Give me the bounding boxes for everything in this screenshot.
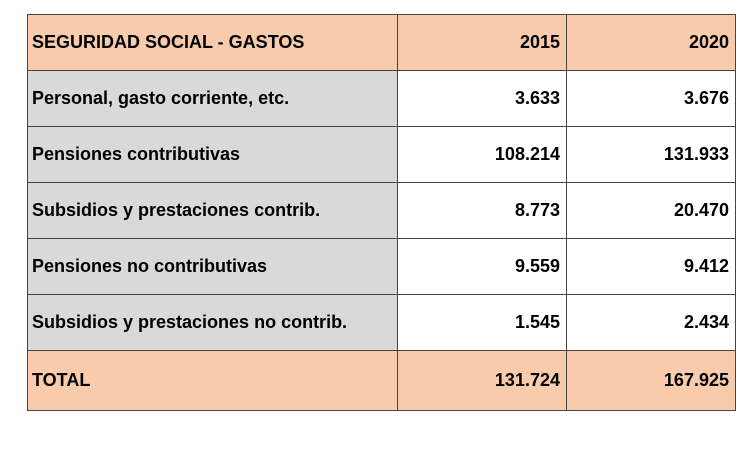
- row-label: SEGURIDAD SOCIAL - GASTOS: [27, 14, 398, 71]
- table-body: SEGURIDAD SOCIAL - GASTOS 2015 2020 Persona…: [27, 14, 736, 411]
- cell-value: 2015: [397, 14, 567, 71]
- body-row: Subsidios y prestaciones no contrib. 1.54…: [27, 294, 736, 351]
- cell-value: 2020: [566, 14, 736, 71]
- row-label: Personal, gasto corriente, etc.: [27, 70, 398, 127]
- cell-value: 9.412: [566, 238, 736, 295]
- cell-value: 20.470: [566, 182, 736, 239]
- cell-value: 131.724: [397, 350, 567, 411]
- row-label: Subsidios y prestaciones contrib.: [27, 182, 398, 239]
- body-row: Subsidios y prestaciones contrib. 8.773 20…: [27, 182, 736, 239]
- body-row: Pensiones no contributivas 9.559 9.412: [27, 238, 736, 295]
- body-row: Personal, gasto corriente, etc. 3.633 3.67…: [27, 70, 736, 127]
- body-row: Pensiones contributivas 108.214 131.933: [27, 126, 736, 183]
- row-label: Pensiones no contributivas: [27, 238, 398, 295]
- cell-value: 8.773: [397, 182, 567, 239]
- expense-table: SEGURIDAD SOCIAL - GASTOS 2015 2020 Persona…: [27, 14, 736, 411]
- row-label: Pensiones contributivas: [27, 126, 398, 183]
- cell-value: 3.676: [566, 70, 736, 127]
- cell-value: 108.214: [397, 126, 567, 183]
- cell-value: 131.933: [566, 126, 736, 183]
- row-label: Subsidios y prestaciones no contrib.: [27, 294, 398, 351]
- head-row: SEGURIDAD SOCIAL - GASTOS 2015 2020: [27, 14, 736, 71]
- cell-value: 2.434: [566, 294, 736, 351]
- cell-value: 3.633: [397, 70, 567, 127]
- cell-value: 167.925: [566, 350, 736, 411]
- total-row: TOTAL 131.724 167.925: [27, 350, 736, 411]
- row-label: TOTAL: [27, 350, 398, 411]
- cell-value: 1.545: [397, 294, 567, 351]
- cell-value: 9.559: [397, 238, 567, 295]
